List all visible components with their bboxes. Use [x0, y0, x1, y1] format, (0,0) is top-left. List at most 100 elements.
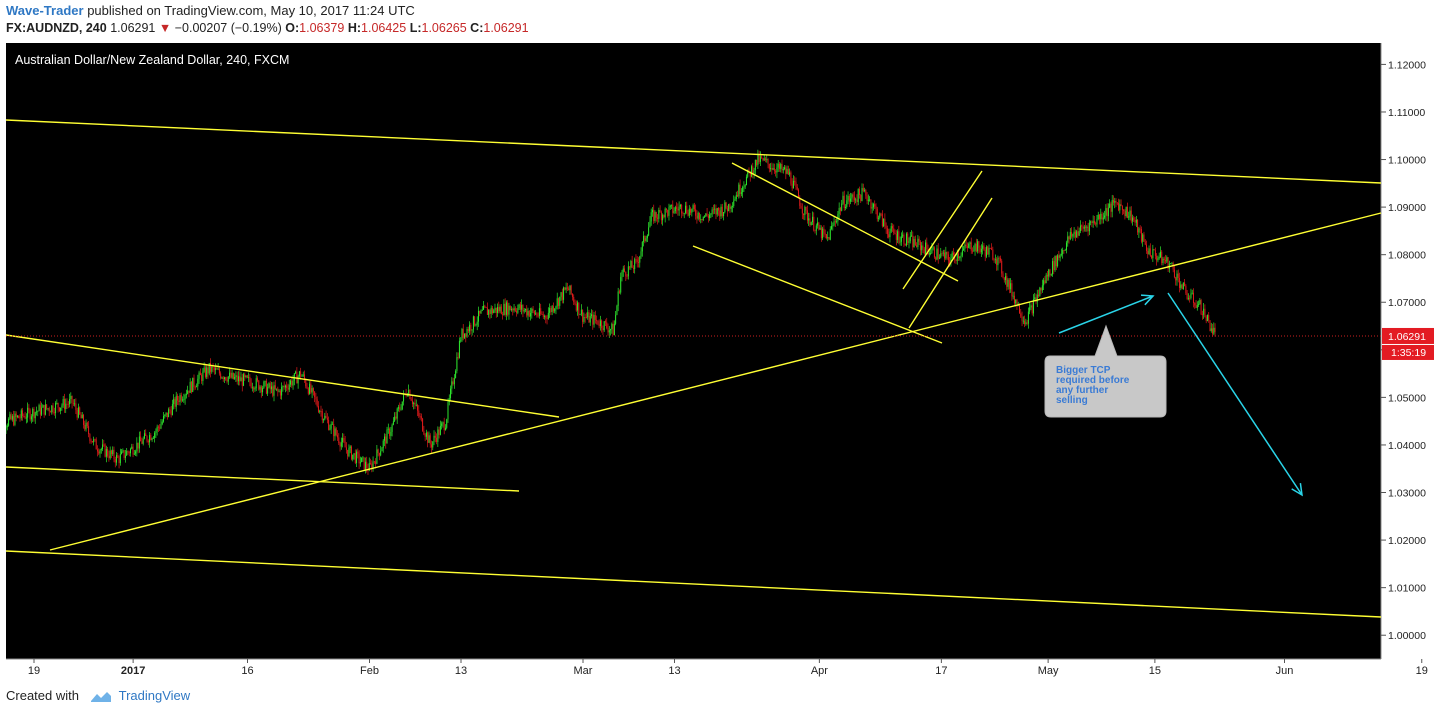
candle-body: [682, 213, 684, 215]
projection-arrow-up[interactable]: [1058, 294, 1155, 334]
rising-trendline[interactable]: [49, 212, 1382, 551]
candle-body: [637, 262, 639, 263]
candle-body: [370, 462, 372, 464]
candle-body: [819, 227, 821, 230]
candle-body: [968, 243, 970, 248]
author-link[interactable]: Wave-Trader: [6, 3, 84, 18]
candle-body: [554, 308, 556, 312]
candle-body: [1205, 317, 1207, 322]
candle-body: [81, 414, 83, 419]
tradingview-brand-link[interactable]: TradingView: [118, 688, 191, 703]
candle-body: [169, 409, 171, 411]
candle-body: [852, 194, 854, 197]
chart-container[interactable]: Bigger TCP required before any further sell…: [6, 43, 1434, 680]
candle-body: [781, 164, 783, 171]
candle-body: [1057, 255, 1059, 267]
candle-body: [825, 234, 827, 239]
candle-body: [804, 206, 806, 216]
candle-body: [15, 413, 17, 417]
candle-body: [340, 442, 342, 447]
candle-body: [274, 385, 276, 390]
candle-body: [495, 307, 497, 313]
candle-body: [225, 377, 227, 380]
candle-body: [387, 428, 389, 430]
candle-body: [876, 208, 878, 219]
candle-body: [13, 416, 15, 425]
candle-body: [156, 426, 158, 432]
falling-channel-top-line[interactable]: [731, 162, 959, 282]
candle-body: [232, 372, 234, 379]
candle-body: [345, 447, 347, 450]
candle-body: [466, 329, 468, 337]
candle-body: [681, 204, 683, 214]
candle-body: [455, 370, 457, 379]
candle-body: [805, 206, 807, 211]
candle-body: [631, 260, 633, 268]
candle-body: [420, 416, 422, 419]
candle-body: [382, 440, 384, 449]
candle-body: [469, 324, 471, 332]
candle-body: [396, 408, 398, 419]
candle-body: [324, 415, 326, 420]
candle-body: [850, 198, 852, 202]
candle-body: [422, 418, 424, 431]
candle-body: [1187, 297, 1189, 299]
candle-body: [751, 166, 753, 177]
arrow-shaft: [1167, 292, 1303, 496]
candle-body: [438, 429, 440, 435]
rising-flag-left-line[interactable]: [902, 170, 983, 290]
candle-body: [395, 416, 397, 419]
channel-lower-line[interactable]: [6, 550, 1382, 618]
lower-wedge-bottom-line[interactable]: [6, 466, 520, 492]
candle-body: [740, 192, 742, 194]
candle-body: [659, 209, 661, 213]
channel-upper-line[interactable]: [6, 119, 1382, 184]
rising-flag-right-line[interactable]: [908, 197, 993, 329]
candle-body: [154, 432, 156, 438]
candle-body: [931, 248, 933, 254]
candle-body: [284, 385, 286, 388]
candle-body: [635, 259, 637, 261]
candle-body: [39, 405, 41, 415]
candle-body: [391, 424, 393, 432]
candle-body: [880, 213, 882, 215]
candle-body: [942, 252, 944, 254]
candle-body: [1099, 214, 1101, 220]
candle-body: [866, 195, 868, 201]
candle-body: [141, 441, 143, 444]
candle-body: [796, 187, 798, 190]
candle-body: [504, 303, 506, 315]
projection-arrow-down[interactable]: [1167, 292, 1303, 497]
time-axis[interactable]: [6, 659, 1381, 680]
price-change: −0.00207 (−0.19%): [174, 21, 282, 35]
candle-body: [632, 267, 634, 270]
lower-wedge-top-line[interactable]: [6, 334, 560, 418]
candle-body: [258, 380, 260, 390]
candle-body: [114, 458, 116, 463]
falling-channel-bottom-line[interactable]: [692, 245, 943, 344]
candle-body: [240, 377, 242, 382]
candle-body: [494, 307, 496, 311]
candle-body: [329, 428, 331, 430]
candle-body: [491, 307, 493, 313]
candle-body: [831, 226, 833, 229]
candle-body: [808, 218, 810, 221]
candle-body: [300, 371, 302, 377]
candle-body: [599, 320, 601, 327]
price-axis[interactable]: [1381, 43, 1434, 680]
candle-body: [602, 328, 604, 331]
candle-body: [686, 205, 688, 213]
candle-body: [517, 308, 519, 313]
candle-body: [80, 413, 82, 419]
current-price-badge[interactable]: 1.06291: [1382, 327, 1434, 344]
candle-body: [1181, 284, 1183, 290]
candle-body: [1130, 210, 1132, 222]
time-tick-label: 13: [455, 665, 467, 677]
candle-body: [359, 462, 361, 464]
candle-body: [872, 204, 874, 208]
candle-body: [565, 287, 567, 290]
candle-body: [790, 172, 792, 184]
candle-body: [563, 287, 565, 300]
